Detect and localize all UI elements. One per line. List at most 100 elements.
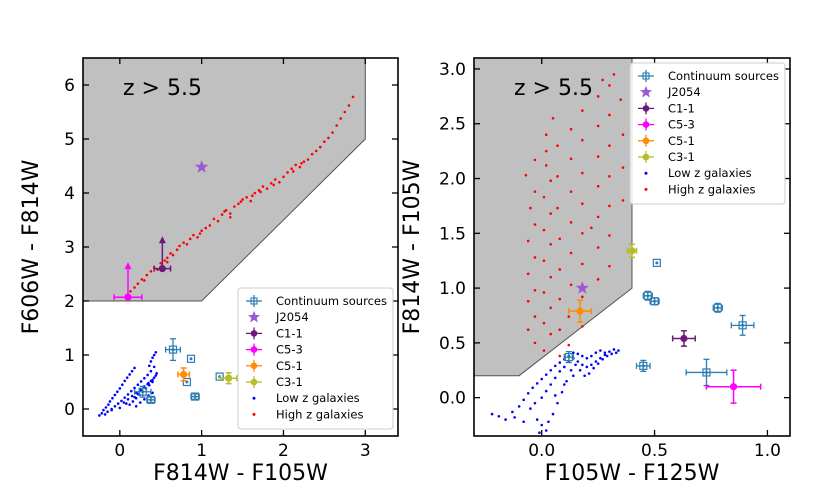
high-z-selection-region (83, 58, 366, 302)
c5-3-marker (124, 293, 132, 301)
low-z-point (125, 376, 129, 379)
high-z-point (220, 213, 224, 216)
low-z-point (490, 412, 494, 416)
high-z-point (198, 232, 202, 235)
high-z-point (524, 173, 528, 177)
legend-j2054-handle (247, 310, 261, 323)
low-z-point (617, 349, 620, 352)
low-z-point (110, 408, 113, 412)
low-z-point (576, 360, 580, 363)
continuum-source-marker (215, 372, 224, 381)
low-z-point (504, 418, 507, 421)
high-z-point (608, 113, 611, 117)
legend-j2054-handle (639, 85, 653, 98)
high-z-point (558, 297, 562, 301)
legend-label: High z galaxies (668, 182, 755, 196)
low-z-point (553, 394, 557, 397)
high-z-point (567, 315, 571, 318)
high-z-point (596, 155, 600, 158)
high-z-point (619, 98, 623, 101)
legend-marker-handle (642, 105, 650, 112)
low-z-point (120, 383, 124, 387)
high-z-point (302, 160, 306, 163)
high-z-point (171, 253, 175, 257)
high-z-point (343, 110, 347, 114)
high-z-point (549, 275, 553, 279)
x-tick-label: 2 (278, 441, 289, 461)
y-tick-label: 2.0 (439, 170, 466, 190)
low-z-point (513, 416, 516, 419)
low-z-point (98, 414, 101, 417)
high-z-point (165, 260, 169, 264)
low-z-point (565, 379, 568, 383)
low-z-point (560, 390, 564, 394)
high-z-point (581, 138, 584, 142)
low-z-point (556, 401, 559, 405)
continuum-source-marker (168, 345, 178, 354)
low-z-point (603, 351, 607, 355)
high-z-point (608, 204, 611, 208)
high-z-point (549, 332, 553, 336)
high-z-point (178, 244, 181, 248)
legend-label: Continuum sources (276, 294, 387, 308)
continuum-source-marker (146, 395, 156, 404)
high-z-point (590, 226, 593, 230)
low-z-point (522, 398, 525, 402)
low-z-point (116, 390, 119, 394)
high-z-point (331, 131, 334, 134)
high-z-point (621, 199, 625, 202)
legend-marker-handle (250, 378, 258, 386)
y-tick-label: 2 (64, 292, 75, 312)
high-z-point (596, 184, 600, 188)
high-z-point (136, 282, 140, 286)
c1-1-marker (680, 334, 688, 343)
low-z-point (118, 387, 122, 390)
high-z-point (228, 216, 232, 219)
high-z-point (612, 73, 616, 76)
low-z-point (594, 351, 598, 355)
high-z-point (526, 299, 530, 303)
high-z-point (200, 229, 203, 233)
continuum-source-marker (652, 258, 661, 267)
panel-left: 0 1 2 3 0 1 2 3 4 5 6 F814W - F105W F606W - F814W z >… (19, 57, 399, 486)
y-tick-label: 4 (64, 184, 75, 204)
high-z-point (239, 200, 243, 203)
high-z-point (569, 190, 573, 193)
low-z-point (549, 383, 553, 386)
high-z-point (533, 256, 537, 259)
continuum-source-marker (564, 353, 573, 362)
x-tick-label: 0 (114, 441, 125, 461)
low-z-point (106, 410, 109, 414)
high-z-point (129, 289, 132, 293)
low-z-point (118, 406, 122, 410)
high-z-point (291, 170, 295, 173)
high-z-point (237, 202, 240, 206)
legend-marker-handle (250, 330, 258, 337)
low-z-point (529, 407, 532, 410)
high-z-point (145, 273, 149, 277)
y-tick-label: 0 (64, 400, 75, 420)
continuum-source-center (567, 355, 571, 359)
low-z-point (540, 396, 544, 399)
low-z-point (123, 396, 127, 399)
legend-box (237, 287, 394, 430)
high-z-point (544, 149, 548, 153)
y-tick-label: 1.5 (439, 224, 466, 244)
legend-marker-handle (642, 137, 650, 145)
high-z-point (298, 165, 302, 169)
high-z-point (228, 212, 232, 215)
high-z-point (526, 239, 530, 243)
j2054-marker (194, 160, 209, 173)
low-z-point (100, 412, 104, 415)
high-z-point (581, 325, 584, 328)
continuum-source-center (193, 395, 197, 399)
low-z-point (594, 360, 598, 363)
high-z-point (140, 278, 144, 281)
continuum-source-marker (186, 354, 196, 363)
high-z-point (335, 124, 338, 127)
legend-dot-handle (644, 171, 648, 175)
redshift-annotation: z > 5.5 (514, 76, 593, 101)
continuum-source-center (655, 261, 659, 265)
low-z-point (531, 386, 534, 390)
low-z-point (139, 380, 143, 383)
